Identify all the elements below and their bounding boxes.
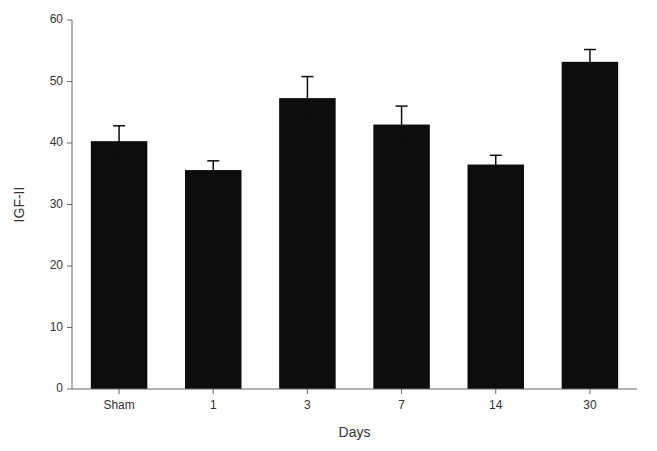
x-tick <box>495 389 496 394</box>
error-cap <box>584 73 596 75</box>
bar <box>185 170 242 389</box>
error-cap <box>207 160 219 162</box>
error-cap <box>584 49 596 51</box>
x-tick <box>119 389 120 394</box>
x-tick-label: 30 <box>583 398 597 412</box>
marks <box>91 50 618 389</box>
chart-container: 0 10 20 30 40 50 60 Sham 1 3 7 14 30 Days IGF-II <box>0 0 657 451</box>
bar <box>373 125 430 389</box>
error-bar <box>490 155 502 173</box>
y-tick-label: 0 <box>56 381 63 395</box>
bar <box>468 165 525 389</box>
y-tick-label: 30 <box>50 197 64 211</box>
bar <box>562 62 619 389</box>
error-cap <box>113 156 125 158</box>
y-tick <box>67 81 72 82</box>
y-axis-label: IGF-II <box>11 187 27 223</box>
error-line <box>213 161 215 179</box>
error-cap <box>490 173 502 175</box>
x-tick-label: 1 <box>210 398 217 412</box>
error-cap <box>396 105 408 107</box>
y-tick <box>67 204 72 205</box>
error-cap <box>113 125 125 127</box>
error-line <box>589 50 591 75</box>
error-line <box>307 77 309 120</box>
y-tick-label: 60 <box>50 12 64 26</box>
bar <box>91 141 148 389</box>
error-cap <box>301 76 313 78</box>
y-tick-label: 10 <box>50 320 64 334</box>
y-tick <box>67 20 72 21</box>
y-tick <box>67 327 72 328</box>
x-tick <box>307 389 308 394</box>
x-tick-label: 14 <box>489 398 503 412</box>
error-line <box>495 155 497 173</box>
error-line <box>118 126 120 157</box>
y-tick-label: 40 <box>50 135 64 149</box>
error-bar <box>396 106 408 143</box>
error-cap <box>396 142 408 144</box>
x-tick-label: 3 <box>304 398 311 412</box>
chart: 0 10 20 30 40 50 60 Sham 1 3 7 14 30 Days IGF-II <box>0 0 657 451</box>
x-tick <box>589 389 590 394</box>
x-tick-label: Sham <box>103 398 134 412</box>
error-bar <box>207 161 219 179</box>
bar <box>279 98 336 389</box>
x-axis-line <box>72 389 637 390</box>
x-axis-label: Days <box>339 424 371 440</box>
axes: 0 10 20 30 40 50 60 Sham 1 3 7 14 30 <box>50 12 637 412</box>
y-tick <box>67 389 72 390</box>
y-tick-label: 20 <box>50 258 64 272</box>
x-tick <box>401 389 402 394</box>
error-bar <box>113 126 125 157</box>
error-cap <box>207 179 219 181</box>
y-tick <box>67 143 72 144</box>
error-line <box>401 106 403 143</box>
error-bar <box>584 50 596 75</box>
y-tick-label: 50 <box>50 74 64 88</box>
x-tick <box>213 389 214 394</box>
x-tick-label: 7 <box>398 398 405 412</box>
error-bar <box>301 77 313 120</box>
y-tick <box>67 266 72 267</box>
error-cap <box>490 155 502 157</box>
error-cap <box>301 119 313 121</box>
